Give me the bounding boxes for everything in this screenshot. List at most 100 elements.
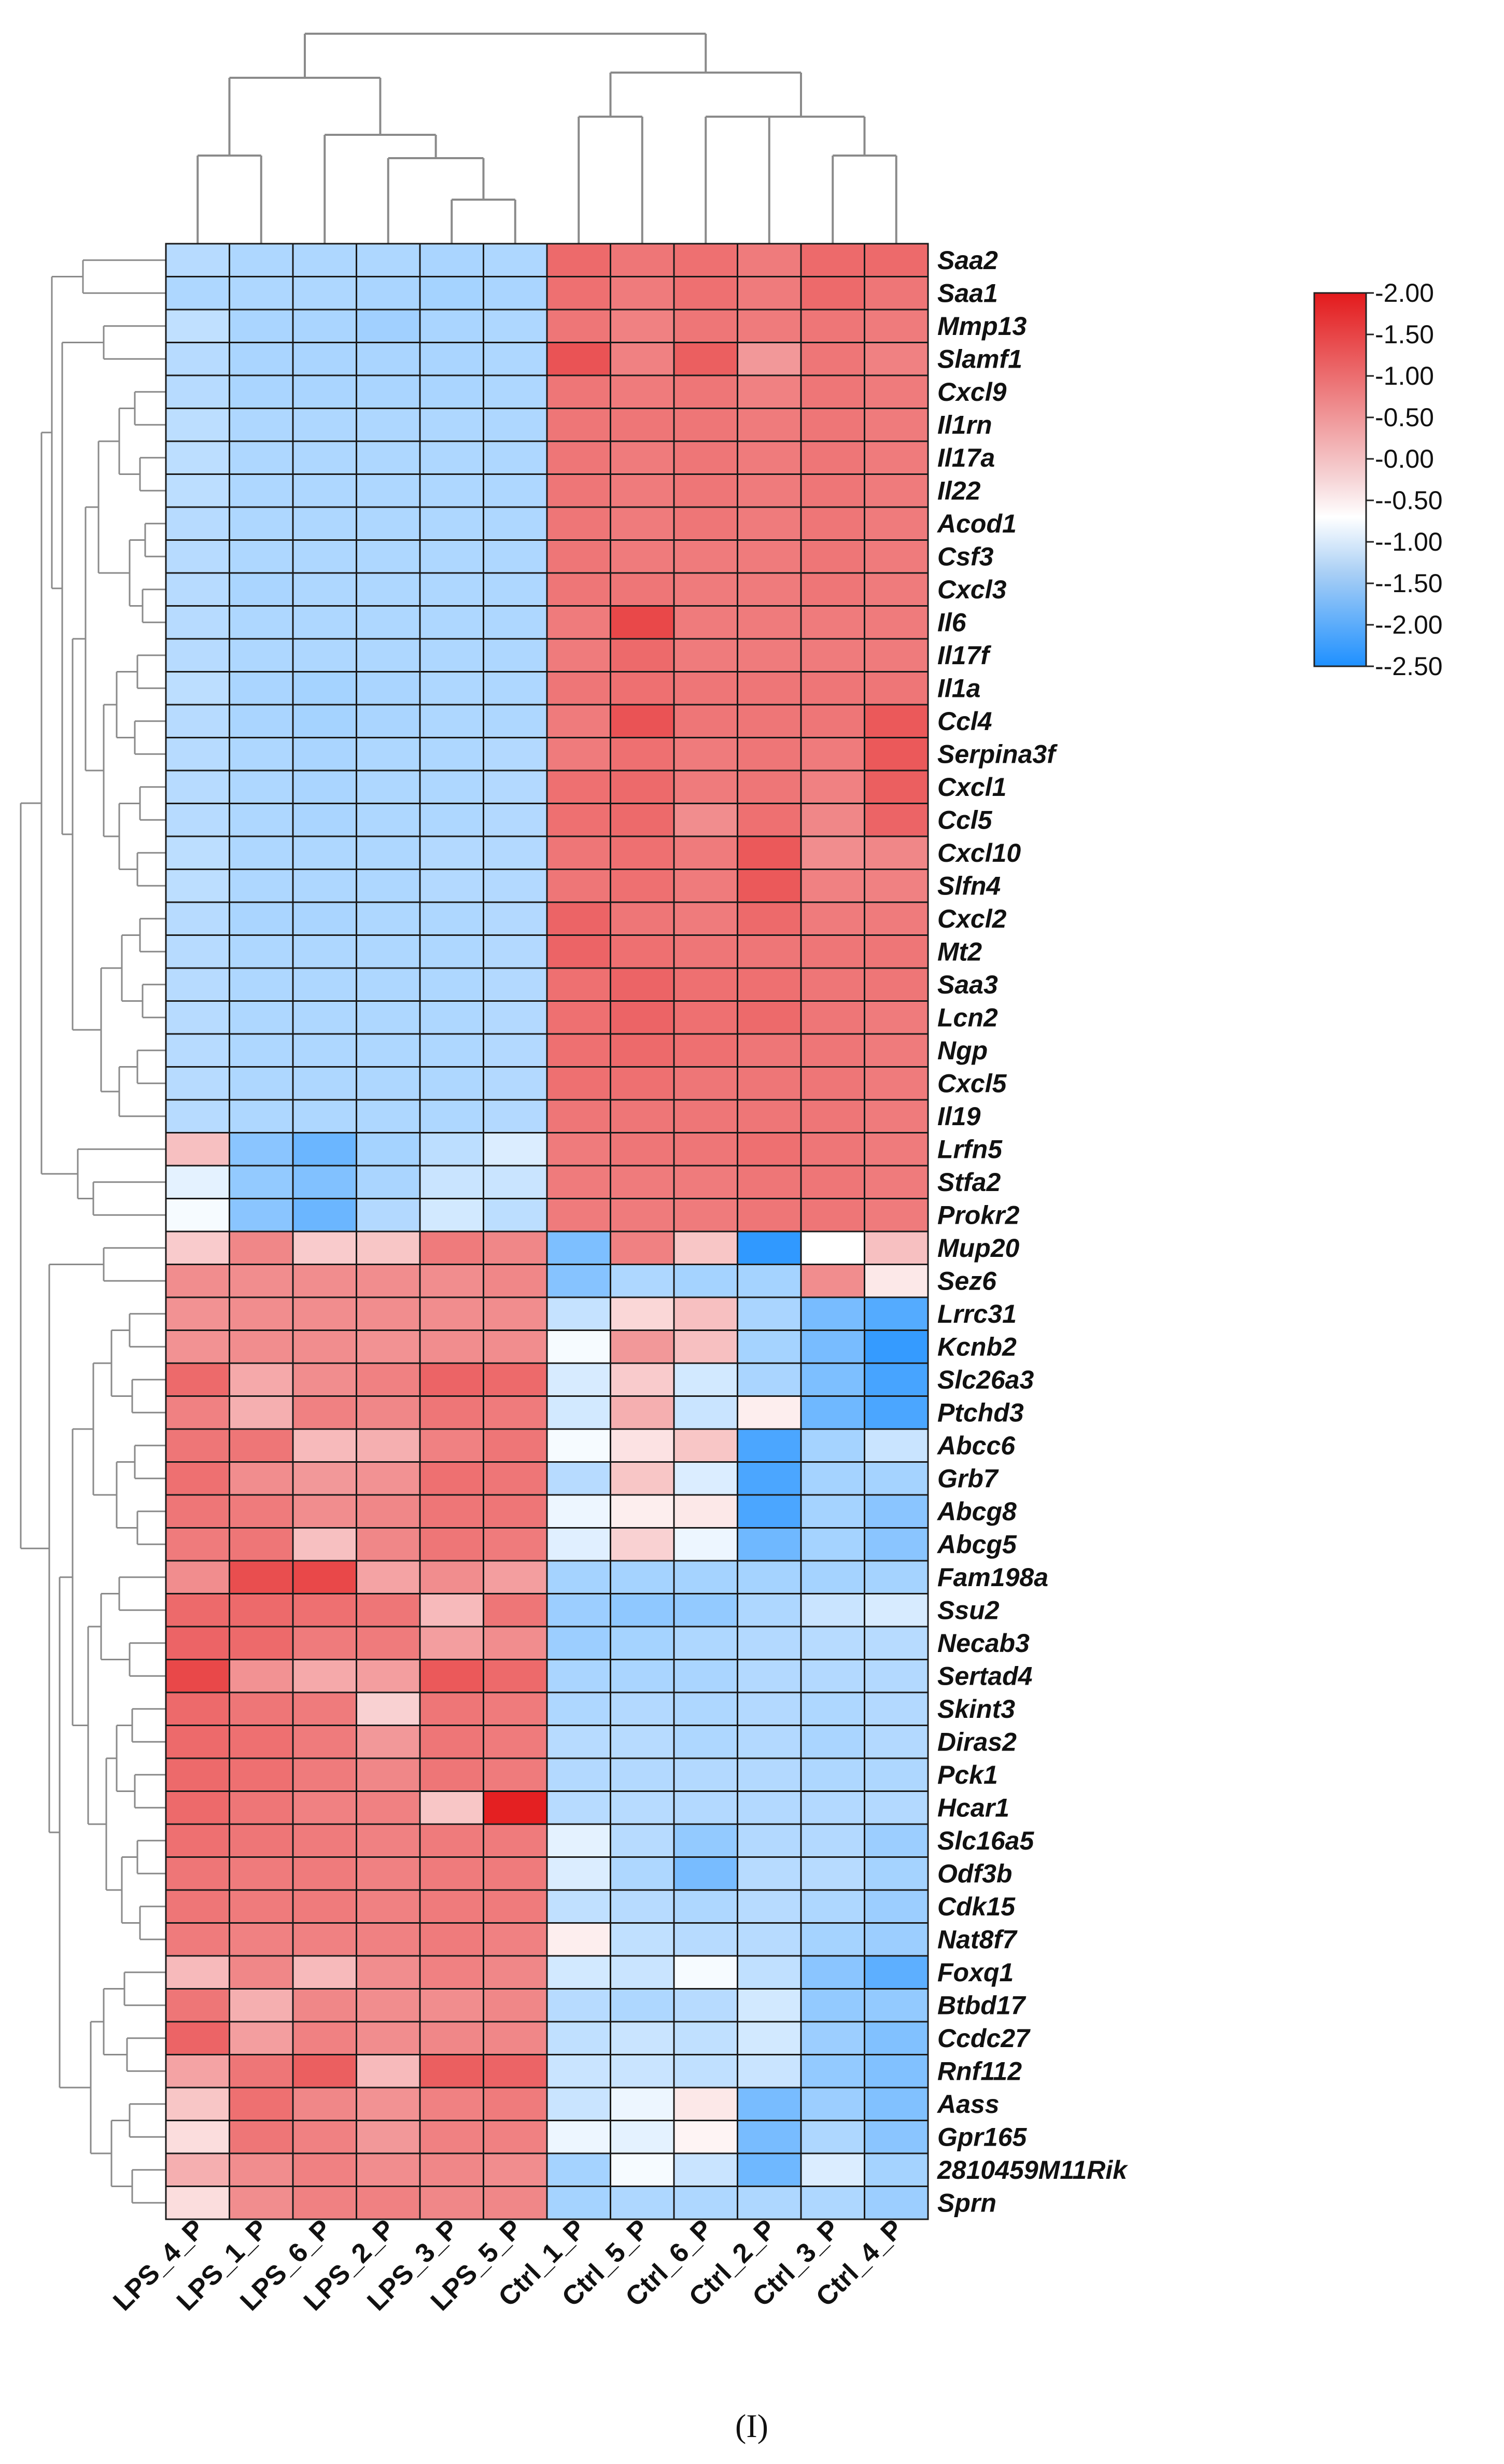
heatmap-cell xyxy=(737,1165,802,1199)
heatmap-cell xyxy=(610,1461,675,1496)
heatmap-cell xyxy=(356,276,421,311)
heatmap-cell xyxy=(864,1362,929,1397)
heatmap-cell xyxy=(800,1000,865,1035)
heatmap-cell xyxy=(229,440,294,475)
heatmap-cell xyxy=(864,2152,929,2187)
heatmap-cell xyxy=(673,2152,738,2187)
heatmap-cell xyxy=(673,1725,738,1759)
heatmap-cell xyxy=(229,1659,294,1693)
heatmap-cell xyxy=(864,901,929,936)
heatmap-cell xyxy=(419,2152,484,2187)
heatmap-cell xyxy=(546,1230,611,1265)
heatmap-cell xyxy=(864,1856,929,1891)
heatmap-cell xyxy=(356,1461,421,1496)
heatmap-cell xyxy=(419,539,484,574)
heatmap-cell xyxy=(483,1955,548,1990)
heatmap-cell xyxy=(229,1560,294,1594)
heatmap-cell xyxy=(356,539,421,574)
heatmap-cells xyxy=(165,243,929,2220)
heatmap-cell xyxy=(737,1757,802,1792)
heatmap-cell xyxy=(356,1494,421,1529)
heatmap-cell xyxy=(546,243,611,277)
heatmap-cell xyxy=(673,572,738,607)
heatmap-cell xyxy=(673,1988,738,2023)
heatmap-cell xyxy=(292,901,357,936)
heatmap-cell xyxy=(737,1461,802,1496)
heatmap-cell xyxy=(483,934,548,969)
heatmap-cell xyxy=(800,572,865,607)
heatmap-cell xyxy=(419,1527,484,1562)
heatmap-cell xyxy=(165,2186,230,2220)
heatmap-cell xyxy=(483,408,548,442)
heatmap-cell xyxy=(737,1790,802,1825)
heatmap-cell xyxy=(292,1955,357,1990)
heatmap-cell xyxy=(737,1560,802,1594)
heatmap-cell xyxy=(483,1757,548,1792)
heatmap-cell xyxy=(864,1494,929,1529)
heatmap-cell xyxy=(864,440,929,475)
heatmap-cell xyxy=(800,2021,865,2055)
heatmap-cell xyxy=(673,1132,738,1167)
heatmap-cell xyxy=(546,1691,611,1726)
heatmap-cell xyxy=(546,934,611,969)
heatmap-cell xyxy=(292,1922,357,1957)
heatmap-cell xyxy=(864,2021,929,2055)
heatmap-cell xyxy=(229,1329,294,1364)
gene-label: Ssu2 xyxy=(937,1595,1000,1625)
gene-label: Il6 xyxy=(937,608,967,637)
heatmap-cell xyxy=(419,408,484,442)
heatmap-cell xyxy=(229,1725,294,1759)
heatmap-cell xyxy=(673,243,738,277)
heatmap-cell xyxy=(610,704,675,738)
heatmap-cell xyxy=(292,671,357,706)
heatmap-cell xyxy=(483,374,548,409)
heatmap-cell xyxy=(229,1362,294,1397)
heatmap-cell xyxy=(165,2087,230,2121)
heatmap-cell xyxy=(229,539,294,574)
heatmap-cell xyxy=(737,243,802,277)
heatmap-cell xyxy=(610,835,675,870)
heatmap-cell xyxy=(800,671,865,706)
heatmap-cell xyxy=(165,1264,230,1298)
heatmap-cell xyxy=(483,1856,548,1891)
heatmap-cell xyxy=(165,1362,230,1397)
heatmap-cell xyxy=(737,1988,802,2023)
heatmap-cell xyxy=(864,1066,929,1101)
heatmap-cell xyxy=(483,1823,548,1858)
legend-tick-label: --0.50 xyxy=(1375,486,1443,515)
heatmap-cell xyxy=(610,803,675,837)
heatmap-cell xyxy=(800,1527,865,1562)
heatmap-cell xyxy=(292,1725,357,1759)
heatmap-cell xyxy=(737,1264,802,1298)
heatmap-cell xyxy=(737,1099,802,1133)
gene-label: 2810459M11Rik xyxy=(937,2155,1128,2185)
heatmap-cell xyxy=(546,2120,611,2154)
heatmap-cell xyxy=(864,1955,929,1990)
gene-label: Skint3 xyxy=(937,1695,1015,1724)
heatmap-cell xyxy=(673,1000,738,1035)
heatmap-cell xyxy=(483,1461,548,1496)
heatmap-cell xyxy=(356,1033,421,1068)
heatmap-cell xyxy=(356,1395,421,1430)
heatmap-cell xyxy=(419,473,484,508)
heatmap-cell xyxy=(419,342,484,376)
heatmap-cell xyxy=(483,769,548,804)
heatmap-cell xyxy=(864,309,929,343)
heatmap-cell xyxy=(546,440,611,475)
heatmap-cell xyxy=(864,1527,929,1562)
gene-label: Abcg8 xyxy=(936,1497,1017,1526)
heatmap-cell xyxy=(737,2054,802,2089)
heatmap-cell xyxy=(165,1691,230,1726)
heatmap-cell xyxy=(546,901,611,936)
heatmap-cell xyxy=(800,1165,865,1199)
heatmap-cell xyxy=(419,440,484,475)
heatmap-cell xyxy=(800,1395,865,1430)
heatmap-cell xyxy=(800,2087,865,2121)
heatmap-cell xyxy=(800,1560,865,1594)
heatmap-cell xyxy=(292,934,357,969)
heatmap-cell xyxy=(610,2186,675,2220)
heatmap-cell xyxy=(229,374,294,409)
heatmap-cell xyxy=(673,967,738,1002)
gene-label: Gpr165 xyxy=(937,2122,1028,2151)
heatmap-cell xyxy=(419,1428,484,1463)
